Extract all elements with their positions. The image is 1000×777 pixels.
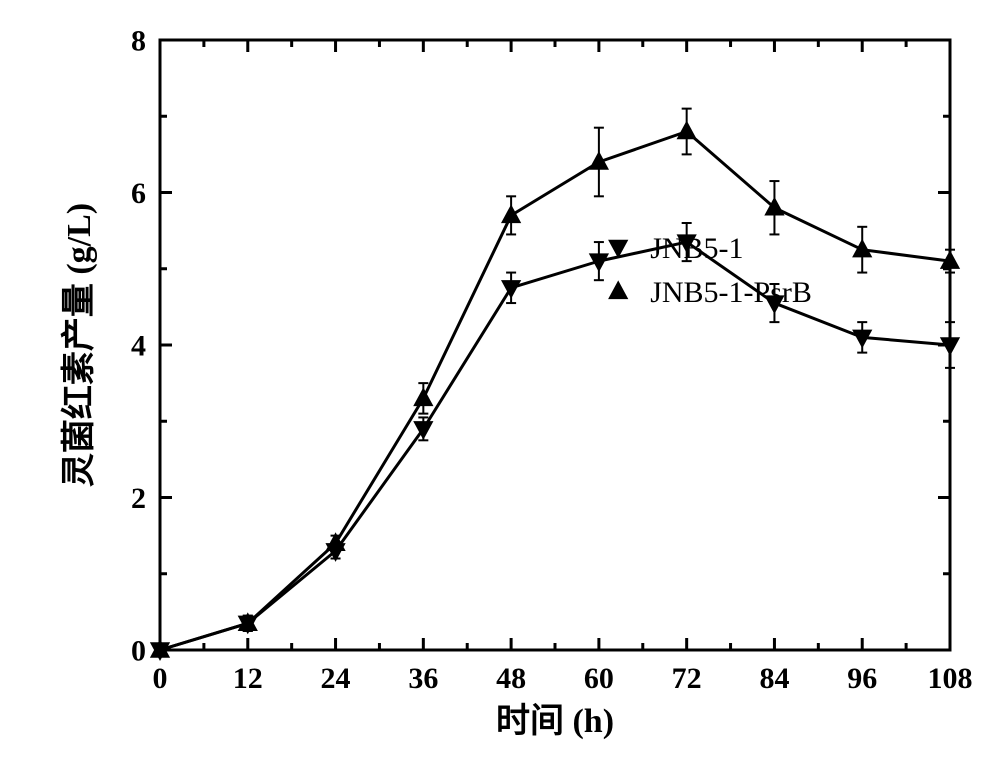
svg-text:0: 0 — [131, 635, 146, 668]
svg-text:灵菌红素产量 (g/L): 灵菌红素产量 (g/L) — [60, 203, 98, 487]
svg-text:6: 6 — [131, 177, 146, 210]
svg-text:时间 (h): 时间 (h) — [496, 702, 614, 740]
svg-text:84: 84 — [759, 662, 789, 695]
svg-text:36: 36 — [408, 662, 438, 695]
svg-text:24: 24 — [321, 662, 351, 695]
chart-container: 0122436486072849610802468时间 (h)灵菌红素产量 (g… — [0, 0, 1000, 777]
svg-text:8: 8 — [131, 25, 146, 58]
svg-text:JNB5-1: JNB5-1 — [650, 232, 743, 265]
svg-text:0: 0 — [153, 662, 168, 695]
chart-svg: 0122436486072849610802468时间 (h)灵菌红素产量 (g… — [0, 0, 1000, 777]
svg-text:48: 48 — [496, 662, 526, 695]
svg-text:96: 96 — [847, 662, 877, 695]
svg-text:2: 2 — [131, 482, 146, 515]
svg-text:60: 60 — [584, 662, 614, 695]
svg-text:4: 4 — [131, 330, 146, 363]
svg-text:108: 108 — [928, 662, 973, 695]
svg-text:JNB5-1-PsrB: JNB5-1-PsrB — [650, 276, 812, 309]
svg-text:72: 72 — [672, 662, 702, 695]
svg-text:12: 12 — [233, 662, 263, 695]
